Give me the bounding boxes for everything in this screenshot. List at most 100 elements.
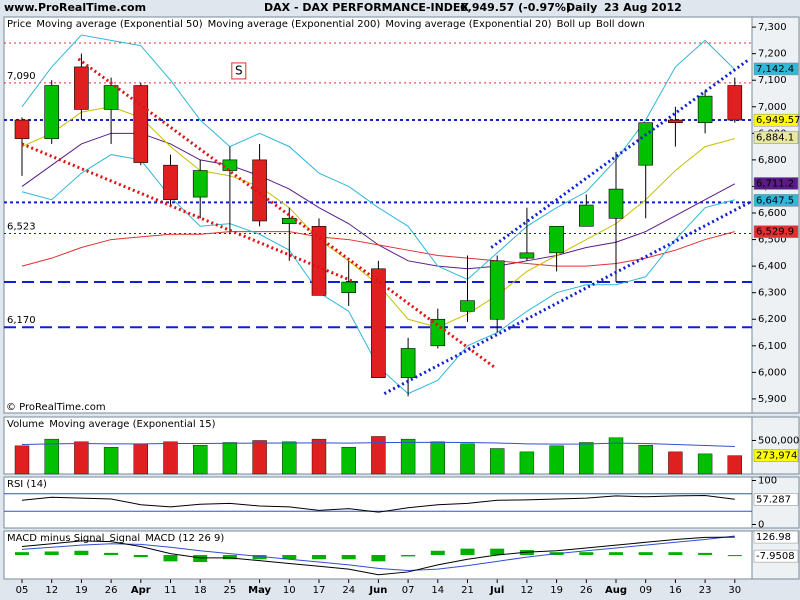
volume-bar — [430, 441, 445, 475]
value-tag-bg — [753, 549, 799, 563]
y-tick-label: 7,100 — [758, 75, 787, 86]
date: 23 Aug 2012 — [604, 1, 682, 14]
volume-bar — [519, 451, 535, 475]
y-tick-label: 7,000 — [758, 102, 787, 113]
candle-body — [578, 204, 594, 227]
histogram-bar — [609, 552, 623, 555]
value-tag: -7.9508 — [756, 551, 795, 562]
level-label: 6,170 — [7, 315, 36, 326]
histogram-bar — [193, 555, 208, 563]
value-tag: 6,529.9 — [756, 227, 794, 238]
candle-body — [638, 122, 654, 166]
candle-body — [727, 85, 743, 121]
site: www.ProRealTime.com — [4, 1, 146, 14]
value-tag-bg — [753, 177, 799, 190]
volume-bar — [579, 442, 594, 475]
value-tag-bg — [753, 113, 799, 127]
volume-bar — [608, 437, 624, 475]
candle-body — [460, 300, 475, 312]
volume-bar — [74, 441, 89, 475]
x-tick-label: Jun — [368, 585, 387, 596]
legend-entry: RSI (14) — [7, 479, 47, 490]
candle-body — [163, 164, 178, 201]
legend-entry: Boll up — [557, 19, 591, 30]
histogram-bar — [312, 555, 326, 560]
annotation-box — [231, 62, 247, 80]
volume-bar — [44, 438, 59, 475]
x-tick-label: 26 — [580, 585, 593, 596]
line — [21, 441, 735, 448]
x-tick-label: Apr — [131, 585, 151, 596]
candle-body — [14, 119, 30, 139]
trendline — [77, 57, 496, 369]
candle-body — [608, 188, 624, 219]
level-label: 6,523 — [7, 221, 36, 232]
histogram-bar — [430, 550, 445, 555]
y-tick-label: 6,400 — [758, 261, 787, 272]
value-tag-bg — [753, 449, 799, 462]
x-tick-label: 17 — [313, 585, 326, 596]
legend-entry: Price — [7, 19, 31, 30]
histogram-bar — [282, 555, 297, 560]
value-tag: 6,884.1 — [756, 133, 794, 144]
histogram-bar — [222, 555, 237, 560]
value-tag: 6,647.5 — [756, 195, 794, 206]
y-tick-label: 5,900 — [758, 394, 787, 405]
value-tag: 126.98 — [756, 532, 791, 543]
y-tick-label: 0 — [758, 519, 764, 530]
candle-body — [549, 225, 564, 254]
volume-bar — [460, 443, 475, 475]
candle-body — [222, 159, 238, 171]
volume-bar — [133, 443, 149, 475]
legend-entry: Moving average (Exponential 200) — [208, 19, 381, 30]
histogram-bar — [163, 555, 178, 562]
x-tick-label: 12 — [521, 585, 534, 596]
x-tick-label: 30 — [728, 585, 741, 596]
y-tick-label: 6,300 — [758, 288, 787, 299]
x-tick-label: May — [248, 585, 271, 596]
candle-body — [74, 66, 89, 110]
histogram-bar — [401, 555, 416, 557]
y-tick-label: 7,300 — [758, 22, 787, 33]
candle-body — [668, 119, 683, 124]
candle-body — [133, 85, 149, 163]
volume-bar — [638, 444, 653, 475]
x-tick-label: 25 — [224, 585, 237, 596]
period: Daily — [566, 1, 597, 14]
histogram-bar — [15, 552, 29, 555]
line — [21, 494, 735, 513]
x-tick-label: 07 — [402, 585, 415, 596]
volume-bar — [697, 453, 713, 475]
y-tick-label: 6,000 — [758, 367, 787, 378]
value-tag-bg — [753, 530, 799, 544]
histogram-bar — [104, 552, 119, 555]
y-tick-label: 6,600 — [758, 208, 787, 219]
value-tag-bg — [753, 62, 799, 76]
x-tick-label: 12 — [45, 585, 58, 596]
volume-bar — [727, 455, 742, 475]
candle-body — [341, 281, 357, 293]
legend-entry: Moving average (Exponential 50) — [36, 19, 202, 30]
legend-entry: Volume — [7, 419, 44, 430]
y-tick-label: 6,100 — [758, 341, 787, 352]
candle-body — [489, 260, 505, 320]
y-tick-label: 6,800 — [758, 155, 787, 166]
x-tick-label: 09 — [639, 585, 652, 596]
title: DAX - DAX PERFORMANCE-INDEX — [264, 1, 469, 14]
histogram-bar — [698, 552, 713, 555]
x-tick-label: 26 — [105, 585, 118, 596]
x-tick-label: 16 — [669, 585, 682, 596]
candle-body — [430, 318, 446, 347]
histogram-bar — [341, 555, 356, 560]
value-tag-bg — [753, 225, 799, 238]
histogram-bar — [44, 551, 59, 555]
legend-entry: Moving average (Exponential 15) — [49, 419, 215, 430]
histogram-bar — [579, 552, 594, 555]
x-tick-label: 11 — [164, 585, 177, 596]
candle-body — [103, 85, 119, 110]
x-tick-label: 19 — [550, 585, 563, 596]
y-tick-label: 100 — [758, 476, 777, 487]
value-tag: 273,974 — [756, 451, 797, 462]
volume-bar — [549, 445, 564, 475]
y-tick-label: 500,000 — [758, 435, 799, 446]
